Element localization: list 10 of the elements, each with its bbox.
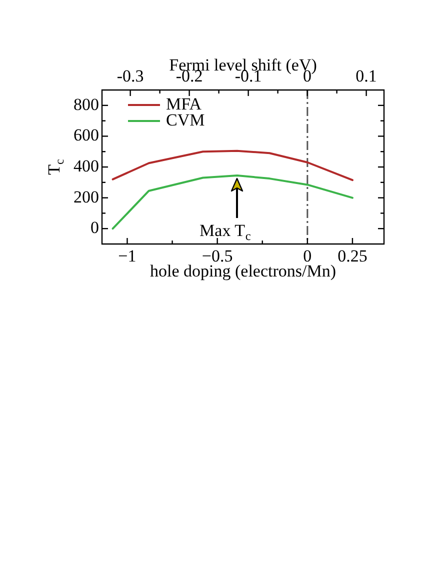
y-tick-label: 200 bbox=[74, 187, 99, 206]
x-tick-label: −1 bbox=[118, 246, 136, 266]
y-axis-title: Tc bbox=[44, 158, 66, 175]
y-tick-label: 400 bbox=[74, 156, 99, 176]
y-tick-label: 800 bbox=[74, 94, 99, 114]
x2-tick-label: -0.3 bbox=[116, 66, 144, 86]
y-tick-label: 600 bbox=[74, 126, 99, 145]
y-tick-label: 0 bbox=[90, 218, 99, 238]
x2-tick-label: 0.1 bbox=[356, 66, 377, 86]
x-tick-label: 0.25 bbox=[338, 246, 368, 266]
